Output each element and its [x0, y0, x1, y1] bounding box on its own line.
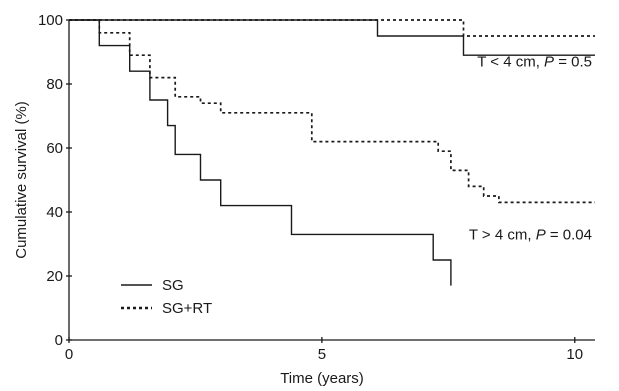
y-axis-label: Cumulative survival (%) [13, 101, 30, 259]
plot-series [69, 19, 595, 286]
axes [68, 20, 595, 341]
x-tick-label: 10 [566, 346, 583, 363]
series-line-large-solid [69, 19, 452, 286]
y-tick-label: 60 [46, 140, 63, 157]
y-tick-label: 80 [46, 76, 63, 93]
annotation-large: T > 4 cm, P = 0.04 [469, 226, 592, 243]
legend: SG SG+RT [121, 277, 212, 317]
series-line-small-dotted [69, 19, 595, 37]
series-line-small-solid [69, 19, 595, 56]
annotations: T < 4 cm, P = 0.5 T > 4 cm, P = 0.04 [469, 54, 592, 244]
y-tick-label: 0 [55, 332, 63, 349]
y-tick-label: 20 [46, 268, 63, 285]
x-ticks: 0 5 10 [65, 337, 583, 363]
y-ticks: 0 20 40 60 80 100 [38, 12, 72, 349]
legend-label-sg: SG [162, 277, 184, 294]
series-line-large-dotted [69, 19, 595, 204]
x-tick-label: 0 [65, 346, 73, 363]
y-tick-label: 100 [38, 12, 63, 29]
y-tick-label: 40 [46, 204, 63, 221]
x-tick-label: 5 [318, 346, 326, 363]
x-axis-label: Time (years) [280, 370, 364, 387]
annotation-small: T < 4 cm, P = 0.5 [477, 54, 592, 71]
legend-label-sgrt: SG+RT [162, 300, 212, 317]
